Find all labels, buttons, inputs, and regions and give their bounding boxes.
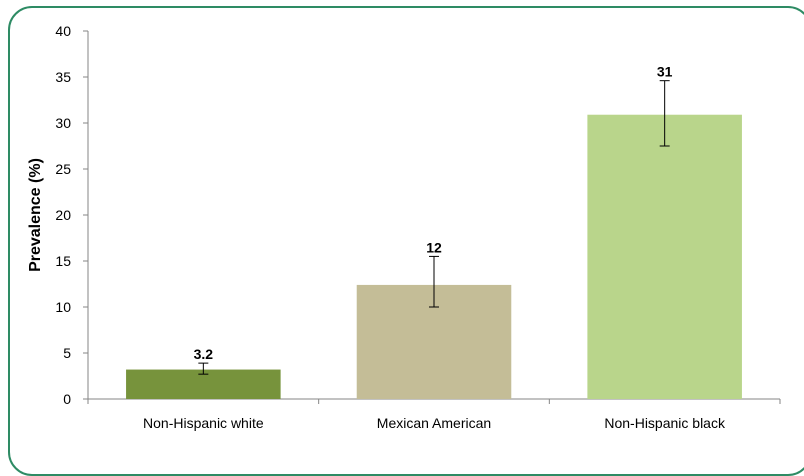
data-label: 3.2 xyxy=(194,346,214,362)
bar xyxy=(587,114,742,399)
y-tick-label: 30 xyxy=(55,115,71,131)
y-axis-label: Prevalence (%) xyxy=(27,158,44,272)
category-labels: Non-Hispanic white Mexican American Non-Hi… xyxy=(143,415,726,431)
category-label: Mexican American xyxy=(377,415,491,431)
y-tick-label: 0 xyxy=(63,391,71,407)
y-tick-label: 5 xyxy=(63,345,71,361)
data-label: 31 xyxy=(657,64,673,80)
y-ticks: 0 5 10 15 20 25 30 35 40 xyxy=(55,23,88,407)
y-tick-label: 15 xyxy=(55,253,71,269)
y-tick-label: 40 xyxy=(55,23,71,39)
y-tick-label: 35 xyxy=(55,69,71,85)
y-tick-label: 25 xyxy=(55,161,71,177)
category-label: Non-Hispanic white xyxy=(143,415,264,431)
error-bars xyxy=(198,80,670,375)
data-label: 12 xyxy=(426,239,442,255)
data-labels: 3.2 12 31 xyxy=(194,64,673,362)
y-tick-label: 10 xyxy=(55,299,71,315)
y-tick-label: 20 xyxy=(55,207,71,223)
category-label: Non-Hispanic black xyxy=(604,415,726,431)
